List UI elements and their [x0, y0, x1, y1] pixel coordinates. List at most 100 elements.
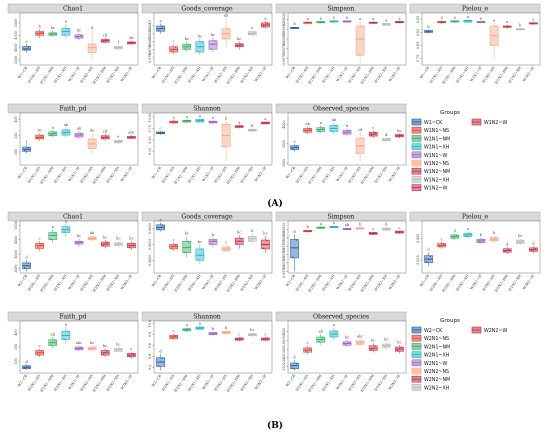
data-point	[385, 345, 388, 347]
data-point	[383, 24, 386, 26]
data-point	[132, 41, 134, 44]
box-W2N2~XH: b	[381, 223, 391, 232]
data-point	[171, 121, 173, 124]
box-W1N2~NS: cd	[355, 128, 365, 162]
box-W1N2~W: a	[261, 16, 270, 29]
data-point	[24, 367, 26, 369]
data-point	[521, 239, 523, 242]
data-point	[491, 239, 494, 242]
data-point	[452, 20, 454, 23]
significance-letter: a	[65, 322, 68, 326]
data-point	[223, 145, 226, 148]
significance-letter: bc	[345, 336, 349, 340]
data-point	[508, 25, 510, 28]
box-W1N2~XH: d	[381, 133, 391, 142]
significance-letter: bc	[397, 129, 401, 133]
y-tick-label: 0.9825	[148, 239, 152, 251]
data-point	[174, 244, 177, 246]
data-point	[93, 138, 95, 141]
box-W1N2~NS: ab	[221, 14, 231, 47]
category-label: W2~CK	[17, 273, 29, 287]
y-tick-label: 4500	[14, 31, 18, 39]
category-label: W2~CK	[285, 273, 297, 287]
data-point	[210, 333, 212, 335]
category-label: W2~CK	[419, 273, 431, 287]
category-label: W1N2~W	[388, 65, 402, 82]
data-point	[396, 350, 399, 352]
data-point	[78, 241, 80, 244]
data-point	[333, 20, 335, 23]
significance-letter: cd	[103, 129, 108, 133]
data-point	[187, 120, 190, 122]
data-point	[387, 343, 389, 346]
data-point	[396, 21, 399, 23]
box-W1~CK: e	[22, 39, 31, 53]
y-tick-label: 0.99725	[282, 256, 286, 270]
significance-letter: c	[173, 238, 175, 242]
data-point	[38, 136, 41, 139]
data-point	[102, 40, 105, 43]
data-point	[320, 227, 322, 229]
data-point	[467, 20, 469, 22]
box-W2N2~XH: bc	[515, 234, 525, 246]
data-point	[227, 331, 229, 333]
data-point	[115, 244, 118, 246]
y-tick-label: 400	[14, 116, 18, 122]
significance-letter: bc	[185, 37, 189, 41]
legend-label: W1N2~NS	[424, 161, 449, 167]
data-point	[467, 234, 469, 236]
data-point	[227, 28, 229, 30]
y-tick-label: 3400	[282, 354, 286, 362]
box-W2~CK: a	[156, 218, 165, 232]
legend-label: W2N1~XH	[424, 353, 450, 359]
data-point	[184, 48, 186, 50]
box-W1N1~NS: bc	[35, 129, 45, 141]
significance-letter: a	[320, 222, 323, 226]
legend-label: W2~CK	[424, 328, 443, 334]
data-point	[440, 21, 443, 23]
data-point	[251, 129, 254, 131]
data-point	[24, 267, 26, 269]
y-tick-label: 9.4	[148, 354, 152, 359]
significance-letter: a	[186, 115, 189, 119]
significance-letter: a	[333, 16, 336, 20]
data-point	[398, 21, 401, 23]
data-point	[357, 152, 360, 154]
significance-letter: f	[118, 41, 120, 45]
data-point	[80, 34, 82, 37]
significance-letter: a	[159, 218, 162, 222]
data-point	[104, 352, 106, 354]
data-point	[89, 51, 92, 53]
data-point	[102, 353, 105, 356]
significance-letter: ab	[224, 14, 229, 18]
data-point	[115, 141, 118, 143]
significance-letter: c	[238, 332, 240, 336]
data-point	[161, 357, 164, 359]
chart-simpson: Simpson 0.997750.997900.998050.998200.998…	[275, 3, 407, 85]
data-point	[38, 32, 41, 35]
data-point	[426, 261, 428, 263]
box-W2N2~W: c	[395, 226, 404, 234]
y-tick-label: 0.99750	[282, 248, 286, 262]
box-W1N1~NM: a	[316, 121, 326, 134]
data-point	[174, 46, 177, 49]
data-point	[442, 21, 445, 23]
data-point	[212, 121, 214, 123]
data-point	[374, 345, 376, 347]
data-point	[187, 241, 190, 243]
significance-letter: bc	[38, 129, 42, 133]
data-point	[102, 244, 105, 247]
data-point	[266, 239, 268, 242]
data-point	[480, 240, 482, 242]
data-point	[210, 121, 212, 124]
data-point	[130, 136, 133, 139]
significance-letter: d	[427, 248, 430, 252]
data-point	[119, 46, 121, 48]
significance-letter: c	[372, 126, 374, 130]
category-label: W2N1~XH	[321, 274, 336, 292]
y-tick-label: 0.825	[416, 255, 420, 264]
data-point	[305, 350, 307, 353]
data-point	[295, 27, 298, 29]
data-point	[80, 241, 82, 243]
significance-letter: bc	[103, 344, 107, 348]
